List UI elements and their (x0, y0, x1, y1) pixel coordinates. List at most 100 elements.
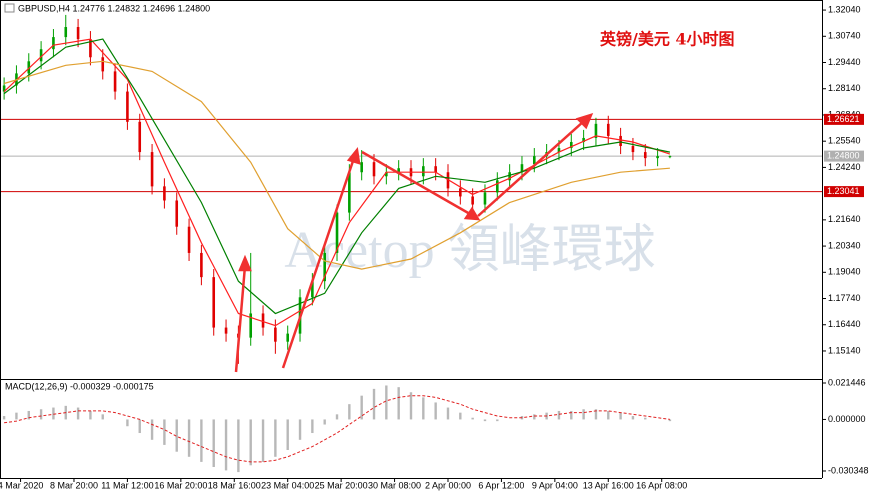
candle-body (101, 57, 105, 72)
moving-average (3, 60, 670, 270)
x-tick-label: 2 Apr 00:00 (425, 480, 471, 490)
candle-body (483, 192, 487, 205)
price-label: 1.26621 (827, 114, 860, 124)
macd-title: MACD(12,26,9) -0.000329 -0.000175 (5, 381, 154, 391)
candle-body (126, 91, 129, 122)
y-tick-label: 1.19040 (828, 267, 861, 277)
candle-body (582, 137, 585, 142)
y-tick-label: 1.29440 (828, 57, 861, 67)
candle-body (175, 200, 179, 227)
candle-body (606, 123, 610, 136)
x-tick-label: 11 Mar 12:00 (101, 480, 153, 490)
candle-body (27, 61, 31, 74)
watermark: Acetop 領峰環球 (284, 222, 655, 279)
candle-body (261, 313, 265, 328)
candle-body (286, 333, 289, 342)
candle-body (631, 146, 635, 153)
arrow-head (238, 254, 252, 272)
candle-body (39, 49, 43, 62)
candle-body (52, 37, 55, 50)
candle-body (323, 252, 326, 282)
y-tick-label: 1.28140 (828, 83, 861, 93)
candle-body (459, 188, 462, 197)
candle-body (200, 252, 203, 278)
candle-body (138, 121, 142, 153)
candle-body (569, 141, 573, 149)
candle-body (434, 166, 437, 173)
y-tick-label: -0.030348 (828, 465, 869, 475)
candle-body (76, 27, 80, 40)
candle-body (446, 172, 450, 189)
candle-body (422, 166, 425, 177)
y-tick-label: 1.25540 (828, 136, 861, 146)
x-tick-label: 6 Apr 12:00 (478, 480, 524, 490)
x-tick-label: 23 Mar 04:00 (261, 480, 314, 490)
arrow (361, 150, 471, 216)
candle-body (397, 168, 400, 173)
candle-body (372, 162, 376, 177)
y-tick-label: 1.16440 (828, 319, 861, 329)
price-label: 1.23041 (827, 186, 860, 196)
x-tick-label: 25 Mar 20:00 (315, 480, 368, 490)
arrows (234, 113, 594, 373)
candle-body (508, 172, 511, 181)
arrow-head (575, 113, 594, 130)
y-tick-label: 1.32040 (828, 4, 861, 14)
moving-average (3, 38, 671, 327)
candle-body (335, 212, 339, 253)
x-tick-label: 4 Mar 2020 (0, 480, 43, 490)
candle-body (249, 313, 253, 338)
candle-body (471, 196, 474, 205)
moving-average (3, 38, 671, 315)
x-tick-label: 13 Apr 16:00 (583, 480, 634, 490)
candle-body (150, 152, 154, 187)
back-layer (0, 9, 826, 482)
price-label-box (824, 150, 864, 162)
y-tick-label: 1.20340 (828, 240, 861, 250)
candle-body (668, 156, 672, 158)
candle-body (533, 156, 536, 165)
y-tick-label: 0.000000 (828, 414, 866, 424)
candle-body (274, 327, 277, 342)
y-tick-label: 1.24240 (828, 162, 861, 172)
candle-body (594, 123, 598, 138)
x-tick-label: 16 Mar 20:00 (154, 480, 207, 490)
candle-body (385, 172, 388, 177)
price-label-box (824, 113, 864, 125)
price-label: 1.24800 (827, 150, 860, 160)
symbol-icon (4, 3, 15, 13)
arrow (234, 265, 247, 373)
chart-annotation: 英镑/美元 4小时图 (599, 30, 735, 49)
candle-body (557, 148, 561, 153)
chart-title: GBPUSD,H4 1.24776 1.24832 1.24696 1.2480… (18, 3, 210, 13)
arrow-head (463, 206, 481, 221)
candle-body (64, 27, 68, 38)
candle-body (348, 172, 351, 213)
candle-body (224, 327, 228, 334)
y-tick-label: 0.021446 (828, 377, 866, 387)
y-tick-label: 1.21640 (828, 214, 861, 224)
arrow-head (346, 146, 361, 165)
candle-body (163, 186, 166, 201)
candle-body (113, 71, 117, 92)
candle-body (187, 226, 191, 253)
candle-body (2, 85, 6, 92)
arrow (477, 120, 585, 217)
x-tick-label: 16 Apr 08:00 (636, 480, 687, 490)
candle-body (89, 39, 92, 58)
y-tick-label: 1.30740 (828, 31, 861, 41)
price-label-box (824, 186, 864, 198)
y-tick-label: 1.15140 (828, 345, 861, 355)
arrow (281, 157, 356, 369)
y-tick-label: 1.17740 (828, 293, 861, 303)
candle-body (311, 281, 314, 298)
candle-body (360, 162, 363, 173)
candle-body (643, 152, 647, 159)
x-tick-label: 8 Mar 20:00 (50, 480, 98, 490)
candle-body (496, 180, 499, 193)
x-tick-label: 18 Mar 16:00 (208, 480, 261, 490)
candle-body (656, 156, 659, 159)
signal-line (4, 395, 670, 463)
candle-body (520, 164, 524, 173)
